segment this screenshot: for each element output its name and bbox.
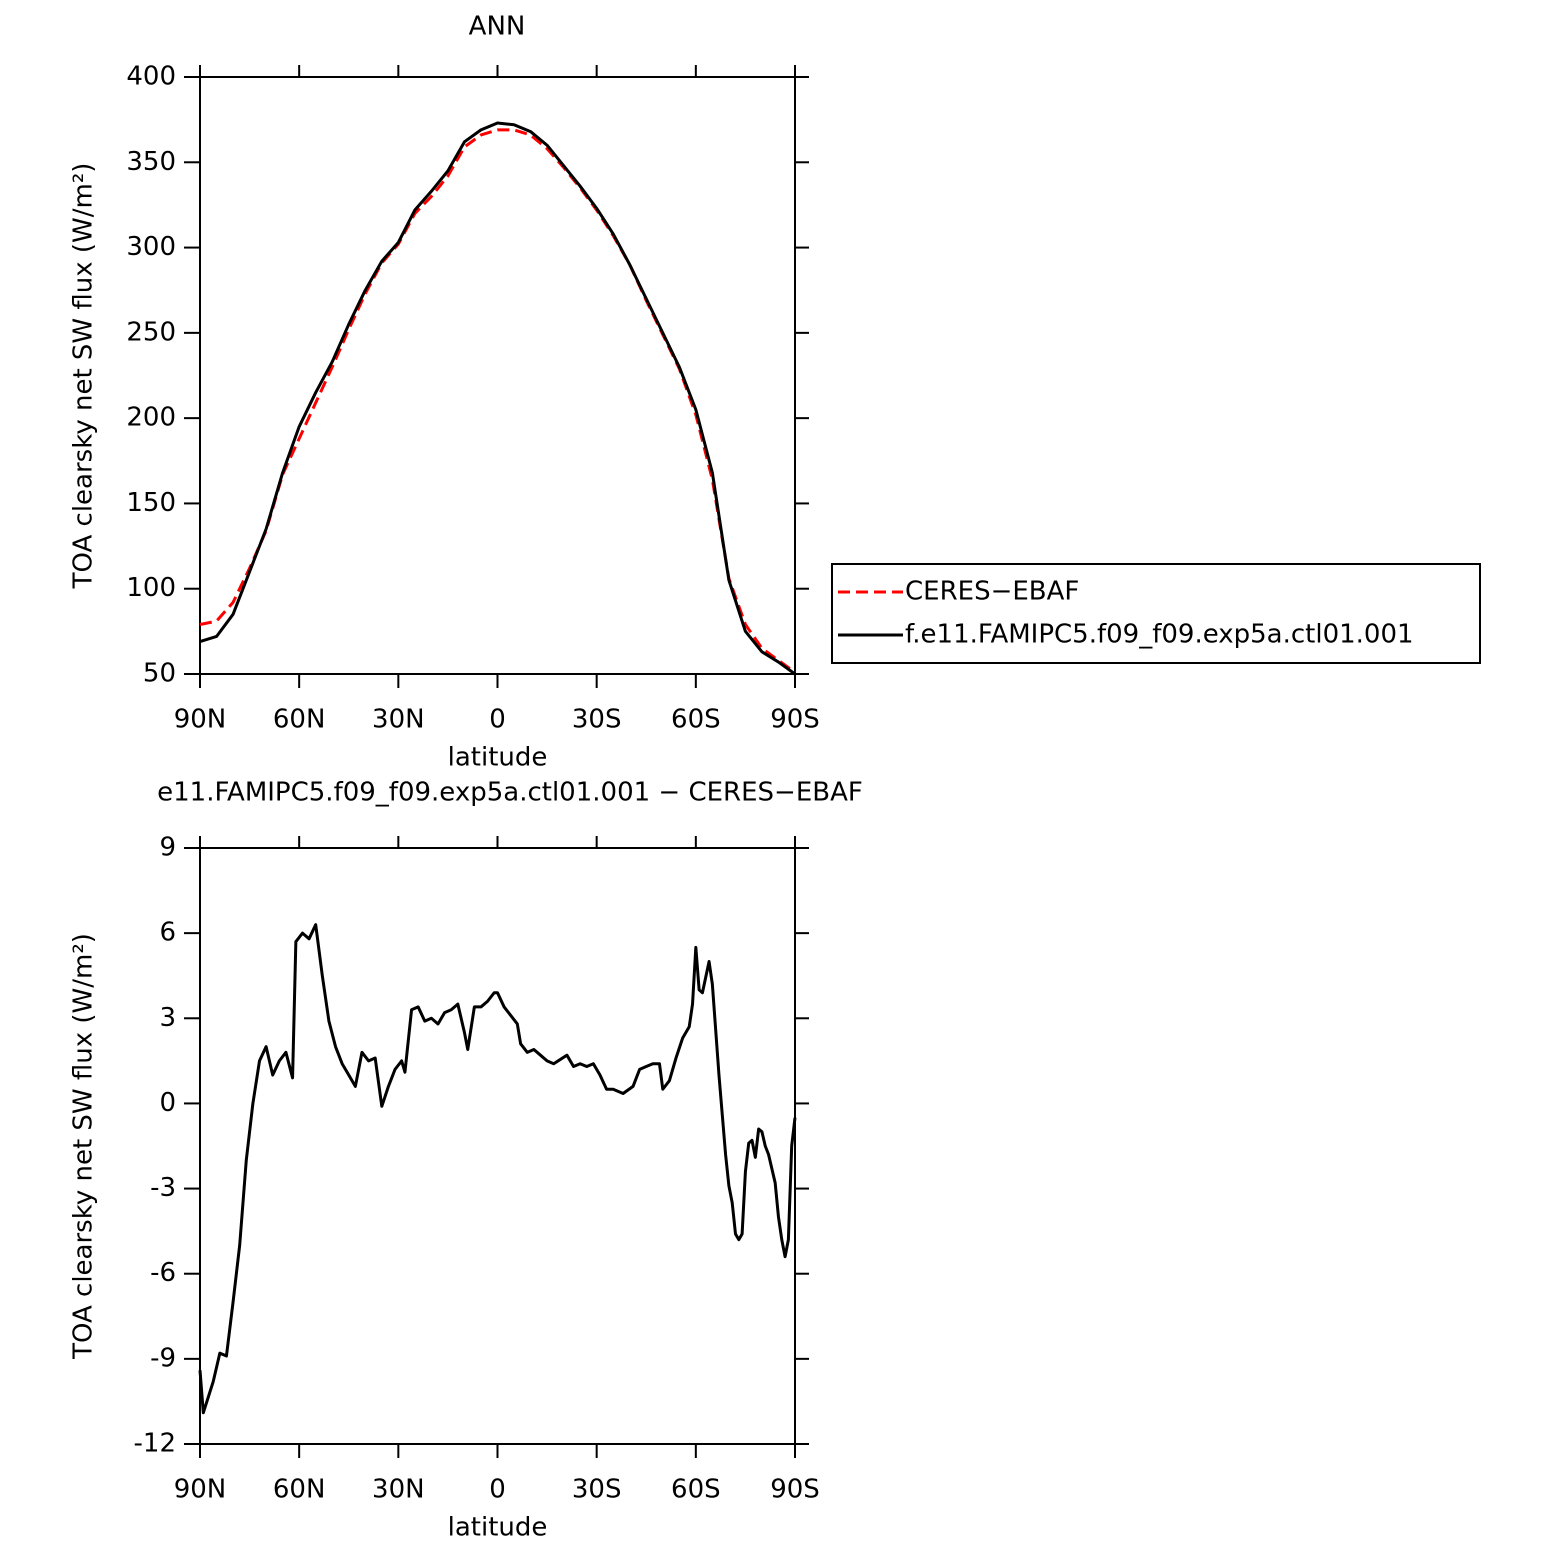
chart-title: e11.FAMIPC5.f09_f09.exp5a.ctl01.001 − CE… — [157, 778, 863, 808]
series-line — [199, 128, 796, 674]
y-tick-label: 350 — [126, 147, 176, 177]
y-tick-label: -12 — [134, 1429, 176, 1459]
x-tick-label: 30S — [572, 705, 622, 735]
y-tick-label: -3 — [150, 1173, 176, 1203]
y-tick-label: 100 — [126, 573, 176, 603]
legend-box — [831, 563, 1481, 664]
y-tick-label: 50 — [143, 659, 176, 689]
x-tick-label: 90S — [770, 705, 820, 735]
y-tick-label: 200 — [126, 403, 176, 433]
series-line — [198, 923, 797, 1415]
series-line — [199, 121, 796, 676]
x-tick-label: 60S — [671, 705, 721, 735]
plot-frame — [199, 76, 796, 675]
legend-label: CERES−EBAF — [905, 577, 1079, 607]
legend-label: f.e11.FAMIPC5.f09_f09.exp5a.ctl01.001 — [905, 620, 1414, 650]
x-tick-label: 30N — [372, 705, 425, 735]
x-tick-label: 60S — [671, 1475, 721, 1505]
x-axis-label: latitude — [448, 1513, 548, 1543]
y-tick-label: 300 — [126, 232, 176, 262]
x-tick-label: 60N — [273, 705, 326, 735]
x-tick-label: 90N — [174, 1475, 227, 1505]
y-tick-label: 0 — [159, 1088, 176, 1118]
x-tick-label: 60N — [273, 1475, 326, 1505]
x-tick-label: 90N — [174, 705, 227, 735]
x-tick-label: 90S — [770, 1475, 820, 1505]
y-tick-label: -9 — [150, 1343, 176, 1373]
x-tick-label: 0 — [489, 1475, 506, 1505]
plot-frame — [199, 847, 796, 1445]
x-tick-label: 30S — [572, 1475, 622, 1505]
x-tick-label: 30N — [372, 1475, 425, 1505]
y-tick-label: 9 — [159, 833, 176, 863]
chart-title: ANN — [469, 12, 526, 42]
y-tick-label: -6 — [150, 1258, 176, 1288]
y-tick-label: 400 — [126, 62, 176, 92]
y-tick-label: 6 — [159, 918, 176, 948]
y-tick-label: 250 — [126, 317, 176, 347]
x-axis-label: latitude — [448, 743, 548, 773]
x-tick-label: 0 — [489, 705, 506, 735]
y-axis-label: TOA clearsky net SW flux (W/m²) — [69, 933, 99, 1360]
y-tick-label: 3 — [159, 1003, 176, 1033]
y-tick-label: 150 — [126, 488, 176, 518]
y-axis-label: TOA clearsky net SW flux (W/m²) — [69, 163, 99, 590]
